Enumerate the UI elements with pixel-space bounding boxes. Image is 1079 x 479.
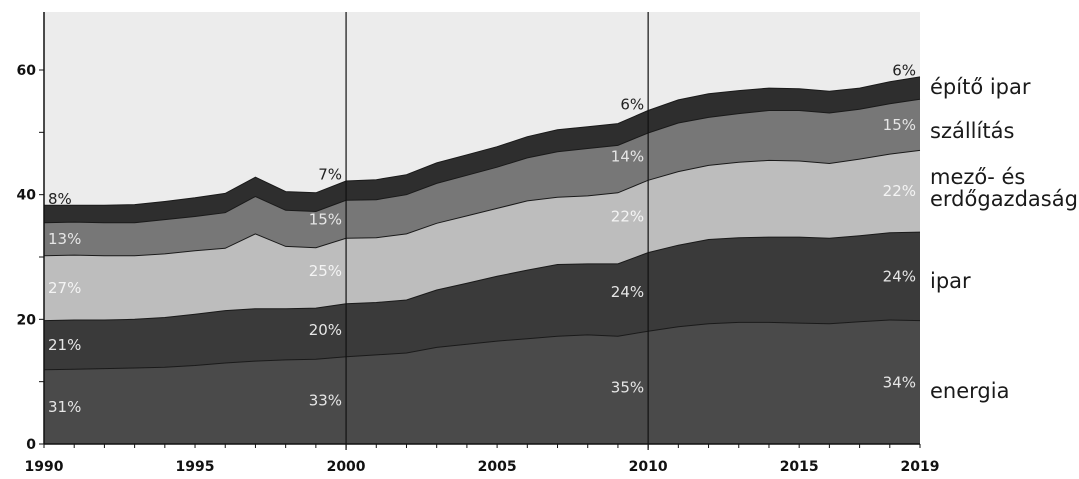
data-label-szallitas-2010: 14% [611,148,644,166]
data-label-energia-2019: 34% [883,373,916,391]
x-tick-label-2019: 2019 [901,459,940,475]
area-mezo-es-erdogazdasag [44,150,920,321]
data-label-szallitas-1990: 13% [48,230,81,248]
data-label-energia-1990: 31% [48,398,81,416]
data-label-mezo-es-erdogazdasag-2019: 22% [883,182,916,200]
boundary-mezo-es-erdogazdasag [43,149,921,257]
legend-epito-ipar: építő ipar [930,75,1031,99]
boundary-szallitas [43,98,921,224]
x-tick-label-2010: 2010 [629,459,668,475]
data-label-epito-ipar-2019: 6% [892,62,916,80]
area-layers [44,76,920,444]
data-label-ipar-2000: 20% [309,321,342,339]
data-label-mezo-es-erdogazdasag-2000: 25% [309,262,342,280]
series-boundaries [43,76,921,371]
x-tick-label-2000: 2000 [327,459,366,475]
legend-ipar: ipar [930,269,971,293]
data-label-ipar-1990: 21% [48,336,81,354]
x-tick-label-1990: 1990 [25,459,64,475]
reference-lines [345,12,649,450]
y-tick-label-60: 60 [17,63,37,79]
data-label-szallitas-2000: 15% [309,210,342,228]
y-tick-label-0: 0 [26,437,36,453]
area-ipar [44,232,920,370]
y-tick-label-40: 40 [17,188,37,204]
area-energia [44,320,920,444]
x-tick-label-1995: 1995 [176,459,215,475]
data-label-epito-ipar-2000: 7% [318,166,342,184]
data-label-energia-2010: 35% [611,379,644,397]
legend-energia: energia [930,379,1010,403]
legend-mezo-es-erdogazdasag: mező- és erdőgazdaság [930,165,1078,211]
boundary-epito-ipar [44,76,921,206]
data-label-ipar-2010: 24% [611,283,644,301]
y-tick-label-20: 20 [17,312,37,328]
area-epito-ipar [44,76,920,223]
data-labels: 31% 21% 27% 13% 8% 33% 20% 25% 15% 7% 35% 24% 22% 14%… [48,62,916,416]
area-szallitas [44,99,920,256]
data-label-mezo-es-erdogazdasag-2010: 22% [611,207,644,225]
data-label-ipar-2019: 24% [883,267,916,285]
data-label-epito-ipar-1990: 8% [48,190,72,208]
axes: 0 20 40 60 1990 1995 2000 2005 2010 2015 2019 [17,12,940,475]
boundary-energia [43,319,921,371]
data-label-energia-2000: 33% [309,391,342,409]
x-tick-label-2015: 2015 [780,459,819,475]
data-label-epito-ipar-2010: 6% [620,95,644,113]
data-label-szallitas-2019: 15% [883,116,916,134]
data-label-mezo-es-erdogazdasag-1990: 27% [48,279,81,297]
x-tick-label-2005: 2005 [478,459,517,475]
boundary-ipar [43,231,921,322]
legend-szallitas: szállítás [930,119,1015,143]
